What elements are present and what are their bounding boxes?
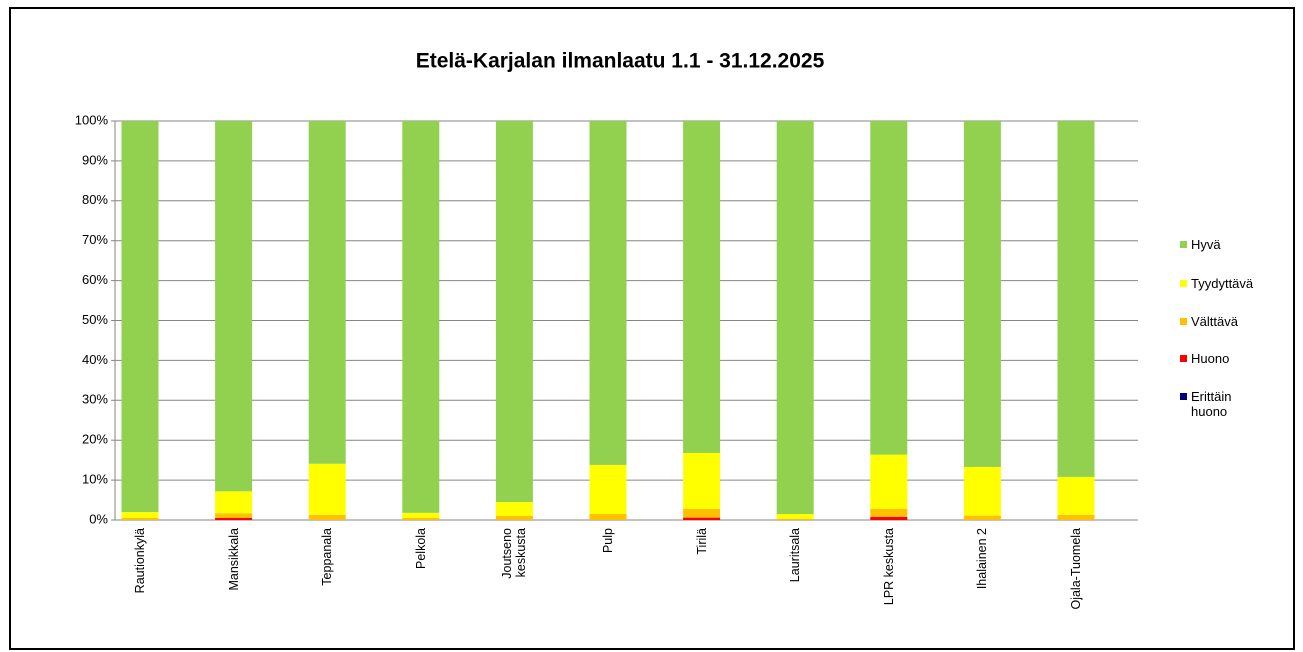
bar-segment bbox=[121, 518, 159, 520]
chart-title: Etelä-Karjalan ilmanlaatu 1.1 - 31.12.20… bbox=[416, 50, 825, 73]
bar-segment bbox=[495, 502, 533, 517]
x-tick-label: LPR keskusta bbox=[881, 528, 896, 606]
bar-segment bbox=[870, 516, 908, 520]
y-tick-label: 100% bbox=[75, 112, 109, 127]
x-tick-label: Teppanala bbox=[320, 528, 335, 586]
bar-segment bbox=[683, 508, 721, 518]
legend-item: Erittäin huono bbox=[1180, 389, 1266, 419]
legend-item: Välttävä bbox=[1180, 314, 1266, 329]
legend-item: Tyydyttävä bbox=[1180, 276, 1266, 291]
x-tick-label: Pulp bbox=[601, 528, 615, 554]
bar-segment bbox=[402, 518, 440, 520]
bar-segment bbox=[963, 515, 1001, 520]
bar-segment bbox=[1057, 121, 1095, 477]
bar-segment bbox=[121, 121, 159, 513]
bar-segment bbox=[402, 121, 440, 513]
bar-segment bbox=[776, 121, 814, 515]
bar-segment bbox=[963, 466, 1001, 516]
bar-segment bbox=[776, 514, 814, 519]
y-tick-label: 50% bbox=[82, 312, 108, 327]
legend-swatch bbox=[1180, 241, 1187, 248]
bar-segment bbox=[683, 517, 721, 520]
bar-segment bbox=[870, 508, 908, 517]
bar-segment bbox=[215, 513, 253, 519]
bar-segment bbox=[1057, 514, 1095, 520]
chart-border bbox=[9, 7, 1295, 650]
x-tick-label: Mansikkala bbox=[226, 528, 241, 591]
bar-segment bbox=[870, 454, 908, 509]
legend-swatch bbox=[1180, 280, 1187, 287]
x-tick-label: Tirilä bbox=[694, 528, 709, 555]
y-tick-label: 30% bbox=[82, 392, 108, 407]
y-tick-label: 60% bbox=[82, 272, 108, 287]
x-tick-label: Joutseno keskusta bbox=[500, 528, 529, 579]
bar-segment bbox=[1057, 476, 1095, 515]
x-tick-label: Ojala-Tuomela bbox=[1069, 528, 1083, 610]
bar-segment bbox=[870, 121, 908, 455]
legend-label: Välttävä bbox=[1191, 314, 1238, 329]
y-tick-label: 20% bbox=[82, 432, 108, 447]
bar-segment bbox=[683, 121, 721, 453]
x-tick-label: Pelkola bbox=[413, 528, 428, 569]
bar-segment bbox=[776, 518, 814, 520]
y-tick-label: 90% bbox=[82, 152, 108, 167]
legend-label: Erittäin huono bbox=[1191, 389, 1232, 419]
bar-segment bbox=[495, 121, 533, 503]
bar-segment bbox=[121, 512, 159, 519]
legend-swatch bbox=[1180, 355, 1187, 362]
bar-segment bbox=[589, 121, 627, 465]
legend-label: Tyydyttävä bbox=[1191, 276, 1254, 291]
y-tick-label: 10% bbox=[82, 472, 108, 487]
bar-segment bbox=[308, 121, 346, 464]
bar-segment bbox=[308, 463, 346, 515]
legend-label: Huono bbox=[1191, 351, 1230, 366]
bar-segment bbox=[589, 464, 627, 515]
bar-segment bbox=[402, 512, 440, 519]
legend-item: Hyvä bbox=[1180, 237, 1266, 252]
bar-segment bbox=[589, 514, 627, 520]
bar-segment bbox=[683, 452, 721, 509]
bar-segment bbox=[963, 121, 1001, 467]
legend-item: Huono bbox=[1180, 351, 1266, 366]
bar-segment bbox=[215, 121, 253, 492]
x-tick-label: Rautionkylä bbox=[133, 528, 147, 594]
x-tick-label: Lauritsala bbox=[788, 528, 803, 583]
legend-swatch bbox=[1180, 393, 1187, 400]
bar-segment bbox=[495, 516, 533, 520]
legend-swatch bbox=[1180, 318, 1187, 325]
y-tick-label: 0% bbox=[89, 511, 108, 526]
x-tick-label: Ihalainen 2 bbox=[975, 528, 990, 590]
bar-segment bbox=[215, 491, 253, 514]
bar-segment bbox=[215, 518, 253, 520]
y-tick-label: 40% bbox=[82, 352, 108, 367]
bar-segment bbox=[308, 514, 346, 520]
y-tick-label: 70% bbox=[82, 232, 108, 247]
y-tick-label: 80% bbox=[82, 192, 108, 207]
legend-label: Hyvä bbox=[1191, 237, 1221, 252]
